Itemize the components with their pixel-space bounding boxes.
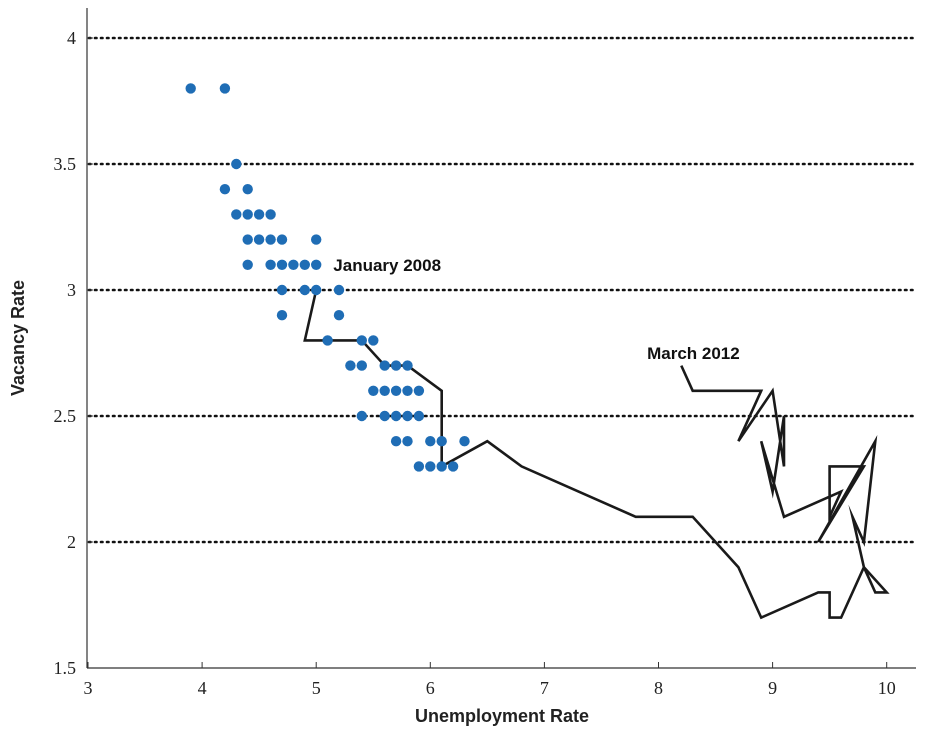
scatter-point [402, 410, 413, 422]
scatter-point [265, 234, 276, 245]
scatter-point [413, 461, 425, 472]
scatter-point [242, 209, 253, 220]
y-tick-label: 4 [67, 28, 76, 48]
x-tick-label: 5 [312, 678, 321, 698]
y-tick-label: 3.5 [54, 154, 77, 174]
ticks: 1.5 2 2.5 3 3.5 4 3 4 5 6 7 8 9 10 [54, 28, 896, 698]
scatter-point [276, 234, 288, 245]
axes [86, 8, 916, 669]
scatter-point [379, 410, 390, 422]
scatter-point [242, 234, 253, 245]
scatter-point [390, 410, 402, 422]
scatter-point [390, 385, 402, 396]
scatter-point [379, 360, 390, 371]
scatter-point [311, 259, 322, 270]
scatter-point [242, 259, 253, 270]
scatter-point [413, 410, 425, 422]
y-tick-label: 2 [67, 532, 76, 552]
gridlines [87, 36, 918, 544]
y-tick-label: 1.5 [54, 658, 77, 678]
scatter-point [356, 410, 367, 422]
scatter-point [322, 335, 333, 346]
line-series [303, 289, 890, 620]
scatter-point [276, 310, 288, 321]
scatter-point [413, 385, 425, 396]
scatter-point [219, 83, 231, 94]
y-tick-label: 2.5 [54, 406, 77, 426]
scatter-point [231, 158, 242, 170]
scatter-point [276, 284, 288, 296]
scatter-series [185, 83, 470, 472]
scatter-point [219, 184, 231, 195]
scatter-point [276, 259, 288, 270]
series-line [303, 289, 890, 620]
x-tick-label: 10 [878, 678, 896, 698]
scatter-point [368, 385, 379, 396]
scatter-point [402, 436, 413, 447]
scatter-point [242, 184, 253, 195]
scatter-point [333, 310, 345, 321]
annotation-label: January 2008 [333, 256, 441, 275]
scatter-point [288, 259, 299, 270]
scatter-point [333, 284, 345, 296]
scatter-point [231, 209, 242, 220]
scatter-point [390, 360, 402, 371]
scatter-point [425, 461, 436, 472]
scatter-point [436, 436, 447, 447]
scatter-point [447, 461, 459, 472]
scatter-point [311, 284, 322, 296]
scatter-point [265, 259, 276, 270]
scatter-point [345, 360, 356, 371]
x-tick-label: 3 [84, 678, 93, 698]
x-tick-label: 6 [426, 678, 435, 698]
x-tick-label: 7 [540, 678, 549, 698]
scatter-point [356, 360, 367, 371]
y-axis-title: Vacancy Rate [8, 280, 28, 396]
y-tick-label: 3 [67, 280, 76, 300]
scatter-point [356, 335, 367, 346]
scatter-point [459, 436, 470, 447]
annotation-label: March 2012 [647, 344, 740, 363]
x-tick-label: 9 [768, 678, 777, 698]
x-axis-title: Unemployment Rate [415, 706, 589, 726]
scatter-point [436, 461, 447, 472]
x-tick-label: 4 [198, 678, 207, 698]
scatter-point [299, 284, 310, 296]
scatter-point [379, 385, 390, 396]
scatter-point [368, 335, 379, 346]
scatter-point [390, 436, 402, 447]
scatter-point [425, 436, 436, 447]
scatter-point [402, 385, 413, 396]
annotations: January 2008 March 2012 [333, 256, 739, 363]
scatter-point [265, 209, 276, 220]
scatter-point [402, 360, 413, 371]
scatter-point [311, 234, 322, 245]
scatter-point [253, 234, 265, 245]
scatter-point [253, 209, 265, 220]
scatter-point [185, 83, 196, 94]
scatter-point [299, 259, 310, 270]
x-tick-label: 8 [654, 678, 663, 698]
